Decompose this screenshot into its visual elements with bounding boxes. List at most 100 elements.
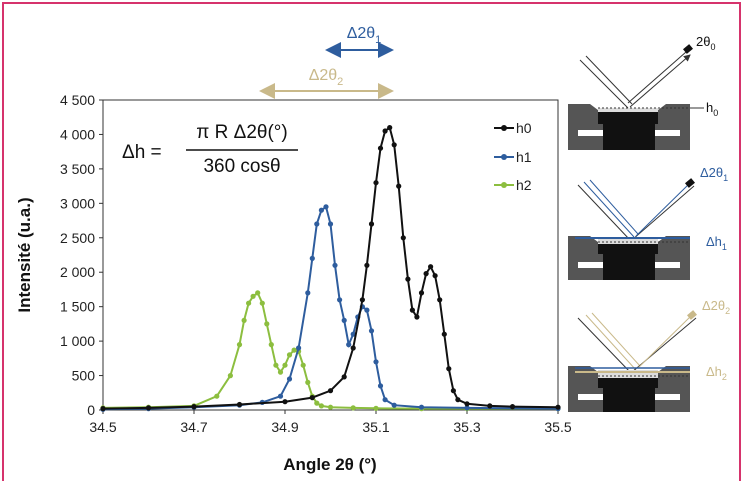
schematic-panel-1: 2θ0 h 0 (568, 34, 718, 150)
formula-denominator: 360 cosθ (203, 156, 280, 177)
data-point-h2 (259, 300, 265, 306)
data-point-h2 (246, 300, 252, 306)
data-point-h1 (350, 331, 356, 337)
data-point-h0 (464, 401, 470, 407)
data-point-h1 (337, 297, 343, 303)
data-point-h0 (359, 297, 365, 303)
data-point-h2 (227, 373, 233, 379)
data-point-h1 (323, 204, 329, 210)
data-point-h0 (409, 307, 415, 313)
x-axis-title: Angle 2θ (°) (283, 455, 376, 474)
legend-item-h1: h1 (494, 149, 532, 165)
data-point-h1 (277, 393, 284, 399)
data-point-h1 (318, 207, 324, 213)
delta-arrow-1-base: Δ2θ (347, 25, 376, 42)
data-point-h0 (437, 297, 443, 303)
data-point-h1 (364, 307, 370, 313)
x-tick-label: 35.5 (544, 419, 571, 435)
data-point-h0 (455, 397, 461, 403)
data-point-h2 (291, 347, 297, 353)
data-point-h1 (341, 317, 347, 323)
schematic-panel-2: Δ2θ1 Δh1 (568, 165, 728, 280)
label-delta-h2-sub: 2 (722, 372, 727, 382)
delta-arrow-1-sub: 1 (375, 34, 381, 46)
data-point-h0 (377, 145, 384, 151)
delta-arrow-2-sub: 2 (337, 76, 343, 88)
data-point-h1 (382, 397, 388, 403)
data-point-h2 (264, 321, 270, 327)
x-tick-label: 35.1 (362, 419, 389, 435)
legend-label-h1: h1 (516, 149, 532, 165)
data-point-h0 (387, 125, 393, 131)
svg-text:Δ2θ2: Δ2θ2 (309, 67, 344, 88)
data-point-h1 (377, 383, 384, 389)
data-point-h0 (100, 406, 106, 412)
data-point-h2 (286, 352, 293, 358)
label-2theta0: 2θ (696, 34, 710, 49)
svg-text:Δ2θ2: Δ2θ2 (702, 298, 730, 316)
data-point-h1 (464, 405, 470, 411)
series-line-h1 (102, 205, 559, 411)
data-point-h2 (300, 362, 306, 368)
formula-lhs: Δh = (122, 142, 162, 163)
data-point-h2 (314, 400, 320, 406)
y-axis-ticks: 0 500 1 000 1 500 2 000 2 500 3 000 3 500 4 000 4… (60, 92, 103, 418)
series-line-h0 (102, 125, 559, 410)
series-h1 (100, 204, 561, 412)
label-delta-2theta1-sub: 1 (723, 173, 728, 183)
series-h0 (100, 125, 561, 412)
data-point-h0 (418, 290, 425, 296)
data-point-h0 (487, 403, 493, 409)
data-point-h1 (368, 328, 375, 334)
data-point-h1 (418, 404, 425, 410)
data-point-h2 (255, 290, 261, 296)
svg-text:Δ2θ1: Δ2θ1 (700, 165, 728, 183)
data-point-h2 (236, 342, 243, 348)
label-2theta0-sub: 0 (710, 42, 715, 52)
data-point-h0 (373, 180, 379, 186)
svg-text:Δh2: Δh2 (706, 364, 727, 382)
data-point-h0 (405, 276, 411, 282)
svg-text:2θ0: 2θ0 (696, 34, 715, 52)
data-point-h0 (327, 388, 334, 394)
data-point-h0 (446, 366, 452, 372)
data-point-h0 (555, 404, 561, 410)
label-delta-h1: Δh (706, 234, 722, 249)
y-tick-label: 2 000 (60, 264, 95, 280)
data-point-h0 (368, 221, 375, 227)
y-tick-label: 0 (87, 402, 95, 418)
delta-arrow-2-base: Δ2θ (309, 67, 338, 84)
data-point-h1 (309, 255, 315, 261)
x-axis-ticks: 34.5 34.7 34.9 35.1 35.3 35.5 (89, 410, 572, 435)
data-point-h2 (214, 393, 220, 399)
data-point-h1 (373, 359, 379, 365)
label-h0: h (706, 100, 713, 115)
data-point-h0 (400, 235, 406, 241)
data-point-h1 (332, 262, 338, 268)
data-point-h2 (305, 379, 311, 385)
data-point-h1 (305, 290, 311, 296)
label-delta-2theta2-sub: 2 (725, 306, 730, 316)
y-tick-label: 3 500 (60, 161, 95, 177)
data-point-h2 (268, 342, 274, 348)
data-point-h0 (450, 388, 456, 394)
data-point-h0 (432, 273, 438, 279)
data-point-h0 (309, 395, 315, 401)
data-point-h0 (509, 404, 516, 410)
legend-label-h2: h2 (516, 177, 532, 193)
data-point-h2 (277, 369, 284, 375)
plot-area (102, 99, 559, 411)
svg-text:Δh1: Δh1 (706, 234, 727, 252)
data-point-h0 (414, 314, 420, 320)
data-point-h1 (327, 221, 334, 227)
label-delta-h2: Δh (706, 364, 722, 379)
svg-text:Δ2θ1: Δ2θ1 (347, 25, 382, 46)
data-point-h1 (346, 342, 352, 348)
legend-label-h0: h0 (516, 120, 532, 136)
data-point-h1 (391, 402, 397, 408)
data-point-h2 (327, 404, 334, 410)
data-point-h0 (428, 264, 434, 270)
data-point-h2 (350, 405, 356, 411)
